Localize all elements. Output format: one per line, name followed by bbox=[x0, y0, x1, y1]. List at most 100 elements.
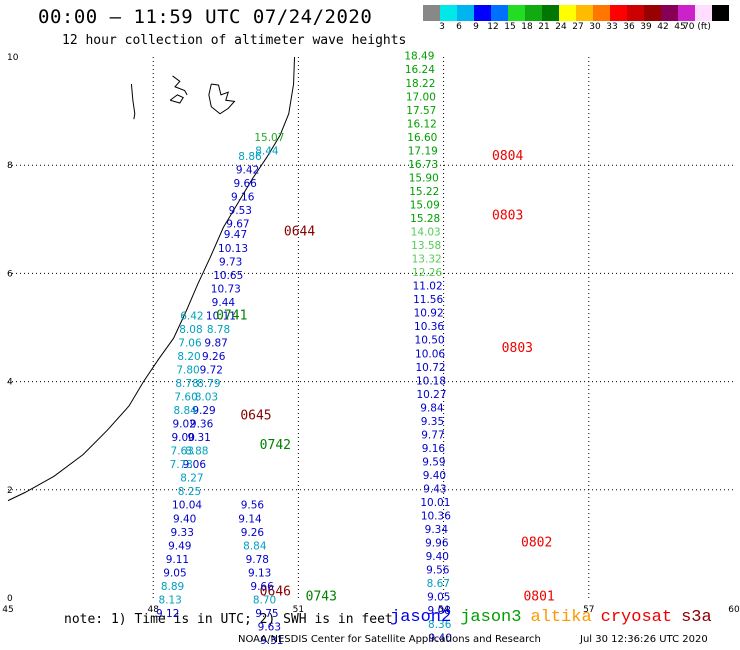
swh-value: 8.84 bbox=[243, 540, 267, 552]
swh-value: 6.42 bbox=[180, 310, 203, 322]
swh-value: 7.80 bbox=[176, 364, 199, 376]
swh-value: 8.88 bbox=[185, 446, 208, 458]
swh-value: 9.29 bbox=[192, 405, 215, 417]
swh-value: 10.18 bbox=[416, 375, 446, 387]
pass-time-label: 0801 bbox=[523, 590, 554, 605]
scale-swatch bbox=[576, 5, 593, 21]
swh-value: 9.40 bbox=[423, 470, 446, 482]
swh-value: 17.00 bbox=[406, 91, 436, 103]
pass-time-label: 0803 bbox=[492, 208, 523, 223]
swh-value: 10.01 bbox=[420, 497, 450, 509]
island-outline bbox=[172, 75, 188, 96]
swh-value: 9.63 bbox=[258, 621, 281, 633]
swh-value: 9.66 bbox=[233, 178, 257, 190]
x-tick-label: 51 bbox=[293, 605, 304, 615]
coastline bbox=[7, 56, 296, 502]
scale-swatch bbox=[559, 5, 576, 21]
scale-label: 18 bbox=[521, 22, 533, 32]
x-tick-label: 48 bbox=[147, 605, 159, 615]
island-outline bbox=[130, 84, 136, 120]
swh-value: 9.59 bbox=[422, 456, 445, 468]
scale-label: 42 bbox=[657, 22, 669, 32]
swh-value: 7.73 bbox=[170, 459, 193, 471]
swh-value: 9.78 bbox=[246, 554, 269, 566]
swh-value: 14.03 bbox=[411, 227, 441, 239]
scale-swatch bbox=[491, 5, 508, 21]
scale-label: 33 bbox=[606, 22, 618, 32]
scale-label: 6 bbox=[456, 22, 462, 32]
swh-value: 9.16 bbox=[231, 191, 255, 203]
scale-swatch bbox=[610, 5, 627, 21]
swh-value: 9.40 bbox=[429, 632, 452, 644]
scale-swatch bbox=[474, 5, 491, 21]
swh-value: 10.65 bbox=[213, 270, 243, 282]
pass-time-label: 0645 bbox=[240, 408, 271, 423]
y-tick-label: 6 bbox=[7, 269, 13, 279]
scale-swatch bbox=[457, 5, 474, 21]
scale-label: 3 bbox=[439, 22, 445, 32]
swh-value: 18.22 bbox=[405, 78, 435, 90]
x-tick-label: 54 bbox=[438, 605, 450, 615]
scale-swatch bbox=[525, 5, 542, 21]
swh-value: 8.36 bbox=[428, 619, 452, 631]
y-tick-label: 0 bbox=[7, 594, 13, 604]
swh-value: 9.34 bbox=[425, 524, 449, 536]
pass-time-label: 0646 bbox=[260, 584, 291, 599]
legend-s3a: s3a bbox=[681, 608, 712, 627]
swh-value: 9.40 bbox=[426, 551, 449, 563]
scale-swatch bbox=[593, 5, 610, 21]
chart-subtitle: 12 hour collection of altimeter wave hei… bbox=[62, 33, 407, 48]
scale-label: 21 bbox=[538, 22, 550, 32]
swh-value: 17.57 bbox=[406, 105, 436, 117]
swh-value: 9.42 bbox=[236, 164, 259, 176]
footer-timestamp: Jul 30 12:36:26 UTC 2020 bbox=[580, 634, 708, 645]
swh-value: 8.08 bbox=[179, 324, 202, 336]
swh-value: 9.26 bbox=[202, 351, 226, 363]
swh-value: 9.67 bbox=[226, 218, 249, 230]
y-tick-label: 2 bbox=[7, 486, 13, 496]
swh-value: 8.44 bbox=[255, 145, 279, 157]
swh-value: 9.16 bbox=[422, 443, 446, 455]
swh-value: 15.22 bbox=[409, 186, 439, 198]
swh-value: 17.19 bbox=[408, 145, 438, 157]
pass-time-label: 0743 bbox=[306, 590, 337, 605]
scale-swatch bbox=[695, 5, 712, 21]
swh-value: 16.73 bbox=[408, 159, 438, 171]
swh-value: 9.13 bbox=[248, 567, 271, 579]
swh-value: 7.60 bbox=[174, 392, 197, 404]
color-scale-labels: 3 6 9 12 15 18 21 24 27 30 33 36 39 42 45 70 (ft) bbox=[423, 22, 740, 34]
pass-time-label: 0804 bbox=[492, 149, 523, 164]
swh-value: 9.35 bbox=[421, 416, 444, 428]
scale-swatch bbox=[542, 5, 559, 21]
swh-value: 15.28 bbox=[410, 213, 440, 225]
footnote: note: 1) Time is in UTC; 2) SWH is in fe… bbox=[64, 612, 393, 627]
scale-label: 45 bbox=[674, 22, 686, 32]
island-outline bbox=[169, 94, 184, 104]
legend-altika: altika bbox=[530, 608, 592, 627]
swh-value: 9.05 bbox=[163, 567, 186, 579]
swh-value: 8.27 bbox=[180, 473, 203, 485]
swh-value: 8.25 bbox=[178, 486, 201, 498]
swh-value: 8.89 bbox=[161, 581, 184, 593]
swh-value: 8.78 bbox=[175, 378, 198, 390]
swh-value: 9.87 bbox=[204, 337, 227, 349]
swh-value: 7.06 bbox=[178, 337, 202, 349]
scale-label: 36 bbox=[623, 22, 635, 32]
swh-value: 10.36 bbox=[414, 321, 444, 333]
swh-value: 9.08 bbox=[428, 605, 451, 617]
scale-label: 12 bbox=[487, 22, 499, 32]
swh-value: 12.26 bbox=[412, 267, 442, 279]
swh-value: 10.36 bbox=[421, 511, 451, 523]
swh-value: 9.31 bbox=[260, 635, 283, 647]
scale-swatch bbox=[661, 5, 678, 21]
scale-label: 27 bbox=[572, 22, 584, 32]
swh-value: 9.06 bbox=[183, 459, 207, 471]
pass-time-label: 0803 bbox=[502, 341, 533, 356]
swh-value: 9.73 bbox=[219, 256, 242, 268]
swh-value: 10.73 bbox=[211, 283, 241, 295]
legend-jason3: jason3 bbox=[460, 608, 522, 627]
swh-value: 16.60 bbox=[407, 132, 437, 144]
y-tick-label: 8 bbox=[7, 161, 13, 171]
swh-value: 11.56 bbox=[413, 294, 443, 306]
